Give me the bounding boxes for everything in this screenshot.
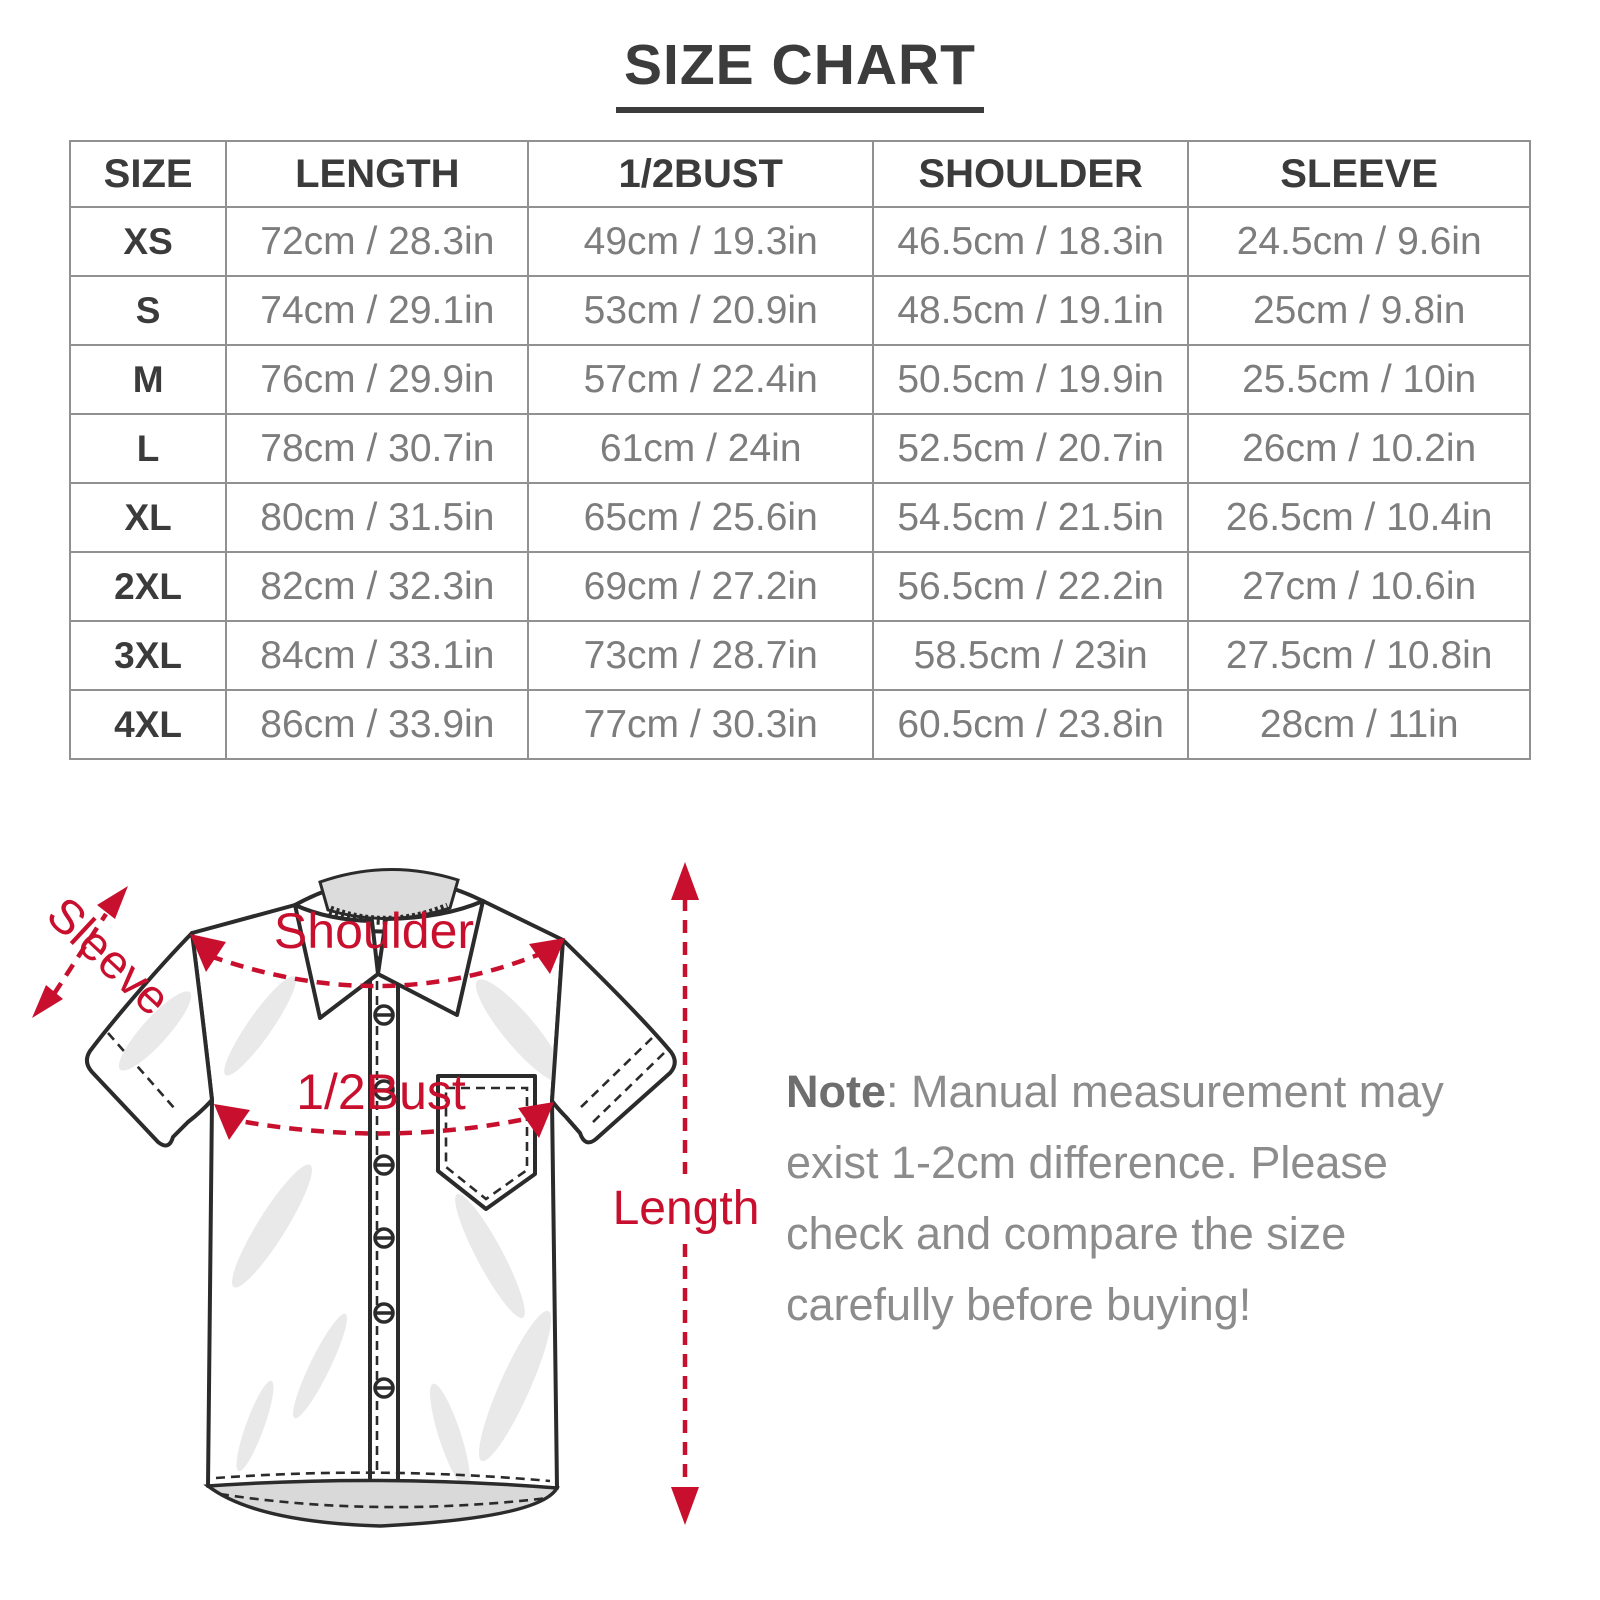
col-header-size: SIZE xyxy=(68,140,228,208)
cell-size: 3XL xyxy=(68,620,228,691)
cell-shoulder: 46.5cm / 18.3in xyxy=(871,206,1190,277)
note-line-3: check and compare the size xyxy=(786,1208,1347,1259)
cell-bust: 49cm / 19.3in xyxy=(527,206,874,277)
note-line-4: carefully before buying! xyxy=(786,1279,1252,1330)
cell-size: 4XL xyxy=(68,689,228,760)
right-cuff-stitch-1 xyxy=(577,1037,653,1111)
cell-size: 2XL xyxy=(68,551,228,622)
length-arrow-down xyxy=(671,1487,699,1525)
collar-right-flap xyxy=(376,899,485,1017)
table-row: L 78cm / 30.7in 61cm / 24in 52.5cm / 20.… xyxy=(68,413,1531,484)
cell-length: 78cm / 30.7in xyxy=(225,413,530,484)
cell-bust: 53cm / 20.9in xyxy=(527,275,874,346)
bust-measure-line xyxy=(223,1113,541,1136)
shoulder-arrow-right xyxy=(529,938,565,974)
cell-length: 74cm / 29.1in xyxy=(225,275,530,346)
cell-length: 72cm / 28.3in xyxy=(225,206,530,277)
cell-length: 86cm / 33.9in xyxy=(225,689,530,760)
shirt-shading xyxy=(224,976,565,1489)
cell-bust: 61cm / 24in xyxy=(527,413,874,484)
cell-shoulder: 60.5cm / 23.8in xyxy=(871,689,1190,760)
bust-arrow-right xyxy=(518,1102,554,1138)
note-text: Note: Manual measurement may exist 1-2cm… xyxy=(786,1056,1506,1340)
table-row: XS 72cm / 28.3in 49cm / 19.3in 46.5cm / … xyxy=(68,206,1531,277)
collar-inner-neck xyxy=(318,868,460,920)
cell-length: 84cm / 33.1in xyxy=(225,620,530,691)
hem-inside xyxy=(203,1478,560,1528)
cell-bust: 57cm / 22.4in xyxy=(527,344,874,415)
cell-sleeve: 25.5cm / 10in xyxy=(1187,344,1531,415)
shirt-measure-diagram: Sleeve Shoulder 1/2Bust Length xyxy=(32,862,760,1528)
cell-shoulder: 58.5cm / 23in xyxy=(871,620,1190,691)
cell-size: XS xyxy=(68,206,228,277)
col-header-shoulder: SHOULDER xyxy=(871,140,1190,208)
hem-stitch-top xyxy=(215,1471,551,1483)
cell-sleeve: 27cm / 10.6in xyxy=(1187,551,1531,622)
cell-size: M xyxy=(68,344,228,415)
table-row: 3XL 84cm / 33.1in 73cm / 28.7in 58.5cm /… xyxy=(68,620,1531,691)
table-row: XL 80cm / 31.5in 65cm / 25.6in 54.5cm / … xyxy=(68,482,1531,553)
note-line-1: Note: Manual measurement may xyxy=(786,1066,1444,1117)
page-title-wrap: SIZE CHART xyxy=(0,32,1600,113)
table-row: 2XL 82cm / 32.3in 69cm / 27.2in 56.5cm /… xyxy=(68,551,1531,622)
cell-shoulder: 48.5cm / 19.1in xyxy=(871,275,1190,346)
collar xyxy=(292,868,486,1020)
cell-sleeve: 26.5cm / 10.4in xyxy=(1187,482,1531,553)
shirt-illustration xyxy=(85,868,677,1528)
col-header-length: LENGTH xyxy=(225,140,530,208)
cell-shoulder: 50.5cm / 19.9in xyxy=(871,344,1190,415)
note-line-2: exist 1-2cm difference. Please xyxy=(786,1137,1388,1188)
cell-bust: 73cm / 28.7in xyxy=(527,620,874,691)
sleeve-arrow-down xyxy=(32,985,63,1018)
sleeve-arrow-up xyxy=(97,886,128,919)
length-arrow-up xyxy=(671,862,699,900)
cell-sleeve: 25cm / 9.8in xyxy=(1187,275,1531,346)
shoulder-measure-line xyxy=(209,949,546,989)
right-sleeve xyxy=(550,938,677,1145)
cell-bust: 69cm / 27.2in xyxy=(527,551,874,622)
shoulder-label: Shoulder xyxy=(274,903,474,959)
collar-rib-band xyxy=(328,902,450,925)
size-table: SIZE LENGTH 1/2BUST SHOULDER SLEEVE XS 7… xyxy=(68,140,1531,760)
cell-sleeve: 28cm / 11in xyxy=(1187,689,1531,760)
cell-bust: 65cm / 25.6in xyxy=(527,482,874,553)
length-label: Length xyxy=(613,1182,760,1235)
cell-length: 80cm / 31.5in xyxy=(225,482,530,553)
cell-size: L xyxy=(68,413,228,484)
cell-sleeve: 26cm / 10.2in xyxy=(1187,413,1531,484)
shoulder-arrow-left xyxy=(190,934,226,972)
col-header-bust: 1/2BUST xyxy=(527,140,874,208)
page-title: SIZE CHART xyxy=(616,32,984,113)
note-label: Note xyxy=(786,1066,886,1117)
bust-label: 1/2Bust xyxy=(296,1064,466,1120)
cell-shoulder: 52.5cm / 20.7in xyxy=(871,413,1190,484)
cell-size: S xyxy=(68,275,228,346)
col-header-sleeve: SLEEVE xyxy=(1187,140,1531,208)
bust-arrow-left xyxy=(214,1104,250,1140)
table-row: M 76cm / 29.9in 57cm / 22.4in 50.5cm / 1… xyxy=(68,344,1531,415)
table-row: S 74cm / 29.1in 53cm / 20.9in 48.5cm / 1… xyxy=(68,275,1531,346)
sleeve-measure-line xyxy=(52,912,108,996)
cell-shoulder: 56.5cm / 22.2in xyxy=(871,551,1190,622)
left-cuff-stitch xyxy=(107,1032,176,1110)
collar-left-flap xyxy=(293,903,380,1020)
right-cuff-stitch-2 xyxy=(591,1052,665,1124)
cell-shoulder: 54.5cm / 21.5in xyxy=(871,482,1190,553)
cell-bust: 77cm / 30.3in xyxy=(527,689,874,760)
cell-size: XL xyxy=(68,482,228,553)
table-row: 4XL 86cm / 33.9in 77cm / 30.3in 60.5cm /… xyxy=(68,689,1531,760)
cell-length: 82cm / 32.3in xyxy=(225,551,530,622)
cell-sleeve: 27.5cm / 10.8in xyxy=(1187,620,1531,691)
size-table-header-row: SIZE LENGTH 1/2BUST SHOULDER SLEEVE xyxy=(68,140,1531,208)
cell-length: 76cm / 29.9in xyxy=(225,344,530,415)
cell-sleeve: 24.5cm / 9.6in xyxy=(1187,206,1531,277)
chest-pocket xyxy=(436,1074,537,1211)
